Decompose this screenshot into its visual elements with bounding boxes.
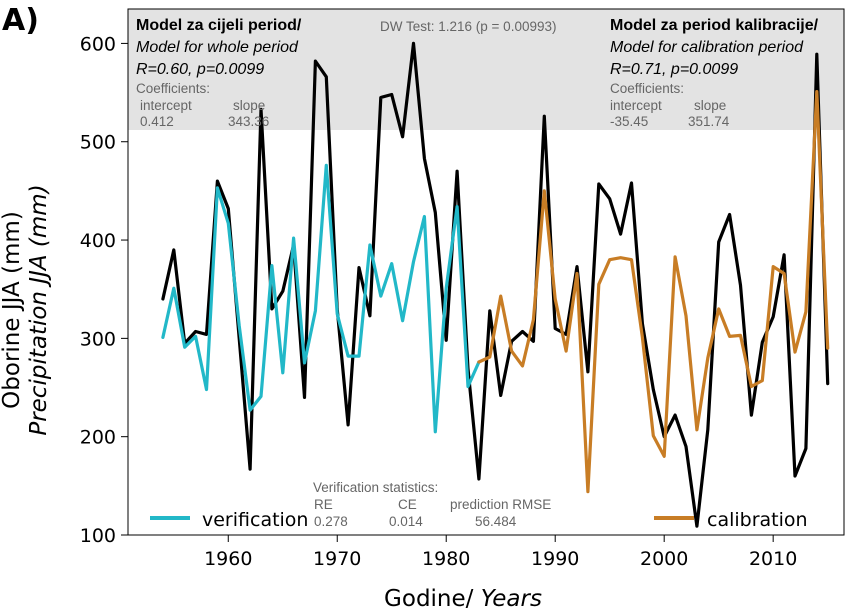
left-coef-value-intercept: 0.412	[140, 114, 174, 129]
verification-statistics: Verification statistics: RE CE predictio…	[313, 480, 551, 529]
left-model-annotation: Model za cijeli period/ Model for whole …	[136, 17, 302, 129]
left-coef-header-slope: slope	[233, 98, 265, 113]
right-coef-header-slope: slope	[694, 98, 726, 113]
x-axis-title: Godine/ Years	[384, 586, 542, 612]
verif-stats-value-rmse: 56.484	[475, 514, 517, 529]
y-tick-label: 400	[80, 230, 116, 252]
verification-series-line	[161, 163, 481, 434]
right-coef-value-slope: 351.74	[688, 114, 730, 129]
x-tick-label: 1990	[531, 548, 579, 570]
left-coef-value-slope: 343.36	[228, 114, 269, 129]
legend-calibration: calibration	[654, 509, 808, 531]
left-title-bold: Model za cijeli period/	[136, 17, 302, 34]
left-stats: R=0.60, p=0.0099	[136, 61, 264, 78]
verif-stats-value-re: 0.278	[314, 514, 348, 529]
plot-frame	[127, 8, 845, 536]
panel-label: A)	[2, 3, 39, 38]
legend-calibration-label: calibration	[707, 509, 808, 531]
verif-stats-header-re: RE	[314, 497, 333, 512]
y-tick-label: 200	[80, 427, 116, 449]
right-coef-header-intercept: intercept	[610, 98, 662, 113]
x-tick-label: 1960	[204, 548, 252, 570]
legend-verification: verification	[150, 509, 308, 531]
legend-verification-label: verification	[202, 509, 308, 531]
x-tick-label: 2000	[640, 548, 688, 570]
x-tick-label: 1980	[422, 548, 470, 570]
left-coef-label: Coefficients:	[136, 81, 210, 96]
verif-stats-value-ce: 0.014	[389, 514, 423, 529]
x-axis-title-main: Godine/	[384, 586, 474, 612]
verif-stats-title: Verification statistics:	[313, 480, 438, 495]
left-title-italic: Model for whole period	[136, 39, 299, 56]
series-layer	[161, 41, 830, 528]
right-coef-label: Coefficients:	[610, 81, 684, 96]
right-title-bold: Model za period kalibracije/	[610, 17, 819, 34]
annotation-band	[128, 9, 844, 130]
calibration-series-line	[477, 89, 830, 494]
y-axis: 100 200 300 400 500 600	[80, 33, 128, 547]
right-model-annotation: Model za period kalibracije/ Model for c…	[610, 17, 819, 129]
y-axis-title: Oborine JJA (mm)	[0, 211, 25, 409]
y-tick-label: 100	[80, 525, 116, 547]
verif-stats-header-rmse: prediction RMSE	[450, 497, 551, 512]
observed-series-line	[161, 41, 830, 528]
dw-test: DW Test: 1.216 (p = 0.00993)	[380, 19, 556, 34]
x-tick-label: 1970	[313, 548, 361, 570]
x-axis-title-italic: Years	[481, 586, 542, 612]
y-tick-label: 500	[80, 132, 116, 154]
x-axis: 1960 1970 1980 1990 2000 2010	[204, 535, 797, 570]
left-coef-header-intercept: intercept	[140, 98, 192, 113]
y-axis-title-italic: Precipitation JJA (mm)	[26, 184, 52, 435]
right-stats: R=0.71, p=0.0099	[610, 61, 738, 78]
right-title-italic: Model for calibration period	[610, 39, 804, 56]
y-tick-label: 300	[80, 328, 116, 350]
verif-stats-header-ce: CE	[398, 497, 417, 512]
right-coef-value-intercept: -35.45	[610, 114, 648, 129]
y-tick-label: 600	[80, 33, 116, 55]
x-tick-label: 2010	[749, 548, 797, 570]
